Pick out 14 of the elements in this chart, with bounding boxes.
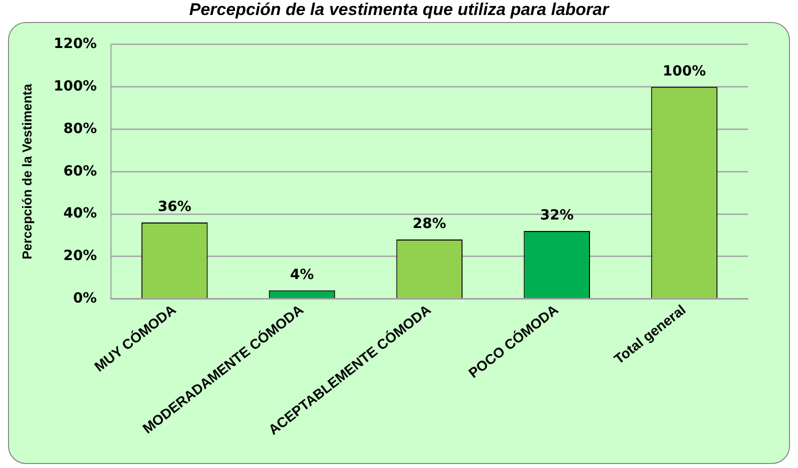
data-label: 100%	[662, 63, 706, 80]
data-label: 28%	[412, 216, 446, 232]
data-label: 36%	[158, 199, 192, 216]
y-tick-label: 20%	[63, 248, 97, 264]
y-tick-label: 80%	[63, 120, 97, 137]
chart-title: Percepción de la vestimenta que utiliza para laborar	[188, 0, 610, 20]
data-label: 32%	[540, 208, 574, 224]
y-tick-label: 120%	[54, 36, 97, 52]
y-tick-label: 100%	[54, 78, 97, 94]
data-label: 4%	[290, 267, 314, 284]
y-tick-label: 40%	[63, 206, 97, 222]
y-tick-label: 60%	[63, 163, 97, 180]
y-axis-title: Percepción de la Vestimenta	[19, 83, 34, 260]
y-tick-label: 0%	[73, 290, 97, 307]
